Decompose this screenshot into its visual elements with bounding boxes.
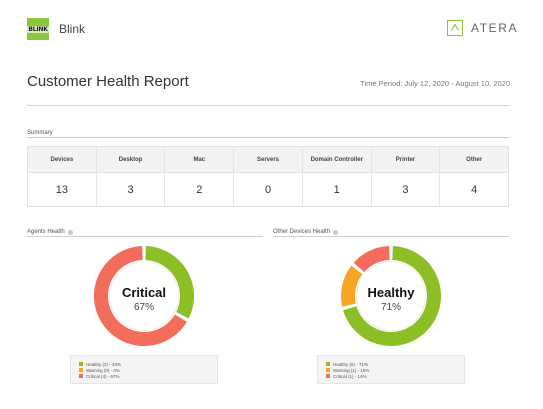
- summary-header: Other: [440, 147, 509, 173]
- warning-swatch: [79, 368, 83, 372]
- summary-col-desktop: Desktop 3: [96, 147, 166, 206]
- other-devices-health-donut: [341, 246, 441, 346]
- other-devices-health-center: Healthy 71%: [341, 285, 441, 313]
- legend-item-critical: Critical (1) - 14%: [326, 373, 456, 379]
- summary-value: 13: [55, 183, 68, 196]
- page-title: Customer Health Report: [27, 73, 189, 90]
- agents-health-legend: Healthy (2) - 33% Warning (0) - 0% Criti…: [70, 355, 218, 384]
- summary-value: 3: [127, 183, 134, 196]
- legend-item-critical: Critical (4) - 67%: [79, 373, 209, 379]
- agents-health-title: Agents Health: [27, 229, 65, 235]
- title-divider: [27, 105, 510, 106]
- other-devices-health-divider: [273, 236, 509, 237]
- summary-header: Printer: [371, 147, 440, 173]
- legend-item-healthy: Healthy (2) - 33%: [79, 361, 209, 367]
- agents-health-status: Critical: [121, 285, 167, 300]
- summary-col-servers: Servers 0: [234, 147, 303, 206]
- brand-name: Blink: [59, 22, 86, 36]
- legend-item-warning: Warning (1) - 15%: [326, 367, 456, 373]
- summary-value: 0: [264, 183, 272, 196]
- info-icon[interactable]: [333, 229, 339, 235]
- info-icon[interactable]: [67, 229, 73, 235]
- legend-text: Warning (1) - 15%: [333, 367, 370, 373]
- summary-header: Servers: [234, 147, 302, 173]
- summary-label: Summary: [27, 130, 53, 136]
- summary-header: Domain Controller: [302, 147, 371, 173]
- summary-value: 1: [333, 183, 340, 196]
- agents-health-divider: [27, 236, 263, 237]
- agents-health-donut: [94, 246, 194, 346]
- other-devices-health-title: Other Devices Health: [273, 229, 331, 235]
- legend-text: Critical (4) - 67%: [86, 373, 120, 379]
- critical-swatch: [79, 374, 83, 378]
- other-devices-health-percent: 71%: [380, 302, 401, 313]
- other-devices-health-status: Healthy: [367, 285, 415, 300]
- summary-table: Devices 13 Desktop 3 Mac 2 Servers 0 Dom…: [27, 146, 509, 207]
- legend-item-warning: Warning (0) - 0%: [79, 367, 209, 373]
- agents-health-critical-segment: [94, 246, 187, 346]
- legend-text: Critical (1) - 14%: [333, 373, 367, 379]
- vendor-name: ATERA: [471, 21, 519, 35]
- summary-col-mac: Mac 2: [165, 147, 235, 206]
- agents-health-center: Critical 67%: [94, 285, 194, 313]
- summary-header: Devices: [28, 147, 96, 173]
- other-devices-health-label: Other Devices Health: [273, 229, 339, 235]
- agents-health-percent: 67%: [133, 302, 154, 313]
- summary-col-domain-controller: Domain Controller 1: [302, 147, 372, 206]
- legend-text: Warning (0) - 0%: [86, 367, 120, 373]
- other-devices-health-critical-segment: [353, 246, 390, 273]
- blink-logo: BLINK: [27, 18, 49, 40]
- legend-text: Healthy (5) - 71%: [333, 361, 369, 367]
- agents-health-healthy-segment: [145, 246, 194, 319]
- other-devices-health-legend: Healthy (5) - 71% Warning (1) - 15% Crit…: [317, 355, 465, 384]
- atera-logo-icon: [447, 20, 463, 36]
- other-devices-health-warning-segment: [341, 265, 363, 307]
- other-devices-health-donut-center: [356, 261, 426, 331]
- agents-health-label: Agents Health: [27, 229, 73, 235]
- summary-header: Mac: [165, 147, 234, 173]
- healthy-swatch: [326, 362, 330, 366]
- critical-swatch: [326, 374, 330, 378]
- agents-health-donut-center: [109, 261, 179, 331]
- summary-value: 4: [471, 183, 478, 196]
- summary-divider: [27, 137, 510, 138]
- healthy-swatch: [79, 362, 83, 366]
- time-period: Time Period: July 12, 2020 - August 10, …: [360, 79, 510, 88]
- summary-col-devices: Devices 13: [28, 147, 97, 206]
- summary-col-printer: Printer 3: [371, 147, 441, 206]
- summary-header: Desktop: [96, 147, 165, 173]
- legend-item-healthy: Healthy (5) - 71%: [326, 361, 456, 367]
- warning-swatch: [326, 368, 330, 372]
- summary-col-other: Other 4: [440, 147, 509, 206]
- legend-text: Healthy (2) - 33%: [86, 361, 122, 367]
- blink-logo-text: BLINK: [27, 25, 49, 33]
- summary-value: 3: [402, 183, 409, 196]
- summary-value: 2: [196, 183, 203, 196]
